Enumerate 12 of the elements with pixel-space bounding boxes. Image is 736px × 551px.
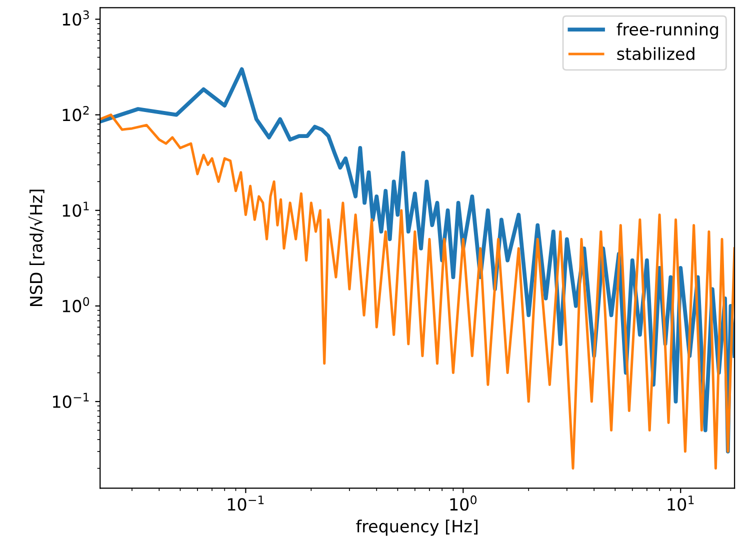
- x-tick-label: 10$^{1}$: [668, 496, 694, 511]
- y-tick-label: 10$^{−1}$: [53, 392, 89, 408]
- x-axis-title: frequency [Hz]: [356, 520, 478, 536]
- y-axis-title: NSD [rad/√Hz]: [28, 190, 44, 306]
- y-tick-label: 10$^{2}$: [62, 106, 89, 122]
- x-tick-label: 10$^{0}$: [450, 495, 476, 511]
- legend-label: stabilized: [617, 47, 694, 60]
- y-tick-label: 10$^{3}$: [62, 10, 89, 26]
- y-tick-label: 10$^{0}$: [62, 297, 90, 312]
- x-tick-label: 10$^{−1}$: [228, 496, 264, 511]
- y-tick-label: 10$^{1}$: [62, 202, 89, 217]
- legend-label: free-running: [616, 22, 718, 39]
